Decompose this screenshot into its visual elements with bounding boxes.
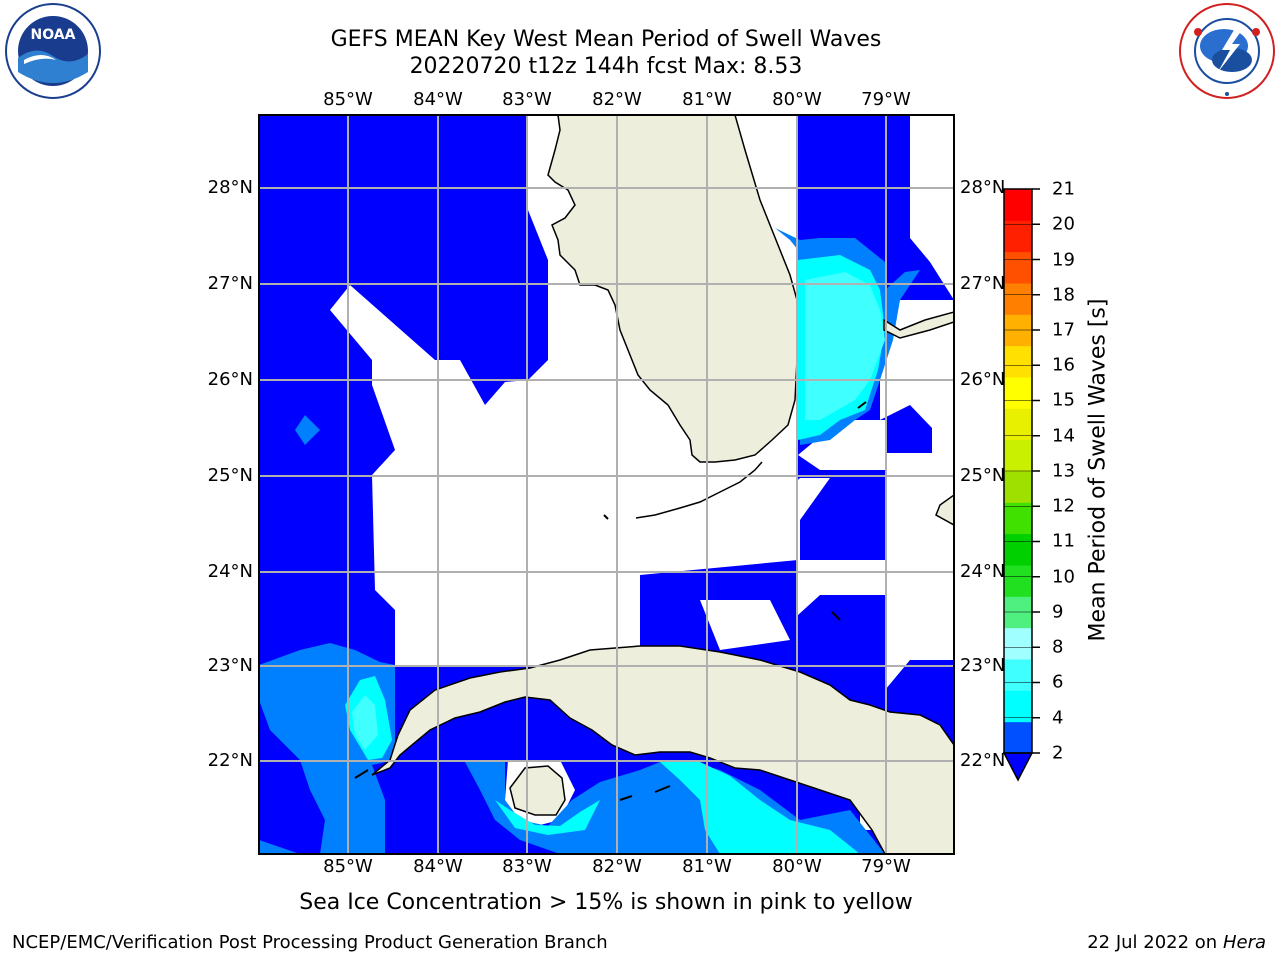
cabo-san-antonio	[354, 769, 369, 779]
lat-label-right: 22°N	[960, 750, 1006, 771]
lon-label-bottom: 84°W	[413, 856, 463, 877]
florida-keys	[635, 461, 763, 519]
lon-label-top: 82°W	[592, 89, 642, 110]
colorbar-tick-label: 19	[1052, 249, 1075, 271]
colorbar-segment	[1004, 220, 1032, 253]
cuba-south-cays	[619, 785, 671, 801]
isla-juventud	[509, 765, 566, 816]
lon-label-bottom: 80°W	[772, 856, 822, 877]
swell-4-6s-south-b	[495, 800, 600, 835]
dry-tortugas	[603, 514, 609, 520]
swell-2-4s-patch	[295, 415, 320, 445]
colorbar-tick-label: 2	[1052, 742, 1064, 764]
colorbar-tick-label: 8	[1052, 636, 1064, 658]
map-frame	[258, 114, 955, 855]
colorbar-segment	[1004, 565, 1032, 597]
colorbar-segment	[1004, 345, 1032, 378]
colorbar-extend-triangle	[1002, 752, 1034, 782]
colorbar-tick-label: 4	[1052, 707, 1064, 729]
lon-label-top: 79°W	[861, 89, 911, 110]
grand-bahama	[883, 311, 954, 339]
colorbar-segment	[1004, 721, 1032, 754]
lat-label-right: 25°N	[960, 465, 1006, 486]
colorbar-segment	[1004, 439, 1032, 472]
andros-island	[935, 494, 954, 526]
lon-label-top: 80°W	[772, 89, 822, 110]
colorbar-segment	[1004, 189, 1032, 221]
lat-label-right: 26°N	[960, 369, 1006, 390]
colorbar-segment	[1004, 471, 1032, 503]
colorbar-segment	[1004, 251, 1032, 284]
colorbar-segment	[1004, 533, 1032, 566]
lon-label-bottom: 81°W	[682, 856, 732, 877]
colorbar-segment	[1004, 690, 1032, 723]
colorbar-tick-label: 20	[1052, 213, 1075, 235]
lon-label-bottom: 85°W	[323, 856, 373, 877]
lon-label-bottom: 79°W	[861, 856, 911, 877]
swell-6-8s-southwest	[352, 695, 378, 750]
graticule	[259, 115, 954, 854]
lat-label-right: 28°N	[960, 177, 1006, 198]
colorbar-tick-label: 10	[1052, 566, 1075, 588]
colorbar	[1002, 188, 1040, 782]
colorbar-tick-label: 18	[1052, 284, 1075, 306]
colorbar-segment	[1004, 627, 1032, 660]
colorbar-segment	[1004, 283, 1032, 315]
lat-label-right: 24°N	[960, 561, 1006, 582]
lat-label-left: 22°N	[207, 750, 253, 771]
colorbar-tick-label: 6	[1052, 671, 1064, 693]
colorbar-tick-label: 14	[1052, 425, 1075, 447]
lat-label-left: 24°N	[207, 561, 253, 582]
bimini	[857, 401, 867, 409]
cay-sal	[831, 611, 841, 621]
footer-branch: NCEP/EMC/Verification Post Processing Pr…	[12, 932, 608, 953]
lon-label-top: 84°W	[413, 89, 463, 110]
noaa-logo: NOAA	[5, 3, 101, 99]
lon-label-top: 85°W	[323, 89, 373, 110]
lon-label-bottom: 83°W	[502, 856, 552, 877]
footer-date-text: 22 Jul 2022 on	[1087, 932, 1223, 953]
lat-label-left: 25°N	[207, 465, 253, 486]
chart-title: GEFS MEAN Key West Mean Period of Swell …	[330, 27, 882, 52]
colorbar-tick-label: 9	[1052, 601, 1064, 623]
colorbar-tick-label: 21	[1052, 178, 1075, 200]
colorbar-tick-label: 11	[1052, 530, 1075, 552]
swell-4-6s-south	[660, 762, 860, 854]
lat-label-left: 26°N	[207, 369, 253, 390]
colorbar-segment	[1004, 377, 1032, 409]
colorbar-tick-label: 16	[1052, 354, 1075, 376]
noaa-logo-text: NOAA	[31, 27, 76, 43]
lon-label-bottom: 82°W	[592, 856, 642, 877]
lat-label-right: 27°N	[960, 273, 1006, 294]
cuba-landmass	[371, 645, 954, 854]
lon-label-top: 81°W	[682, 89, 732, 110]
lat-label-left: 28°N	[207, 177, 253, 198]
lon-label-top: 83°W	[502, 89, 552, 110]
colorbar-segment	[1004, 408, 1032, 441]
colorbar-label: Mean Period of Swell Waves [s]	[1085, 298, 1111, 642]
colorbar-segment	[1004, 659, 1032, 691]
swell-6-8s-east	[805, 272, 885, 420]
sea-ice-caption: Sea Ice Concentration > 15% is shown in …	[299, 890, 913, 915]
chart-subtitle: 20220720 t12z 144h fcst Max: 8.53	[409, 54, 803, 79]
footer-host: Hera	[1222, 932, 1266, 953]
colorbar-tick-label: 13	[1052, 460, 1075, 482]
colorbar-tick-label: 12	[1052, 495, 1075, 517]
colorbar-tick-label: 17	[1052, 319, 1075, 341]
colorbar-segment	[1004, 502, 1032, 535]
lat-label-right: 23°N	[960, 655, 1006, 676]
lat-label-left: 23°N	[207, 655, 253, 676]
footer-date: 22 Jul 2022 on Hera	[1087, 932, 1266, 953]
colorbar-tick-label: 15	[1052, 389, 1075, 411]
lat-label-left: 27°N	[207, 273, 253, 294]
nws-logo	[1179, 3, 1275, 99]
